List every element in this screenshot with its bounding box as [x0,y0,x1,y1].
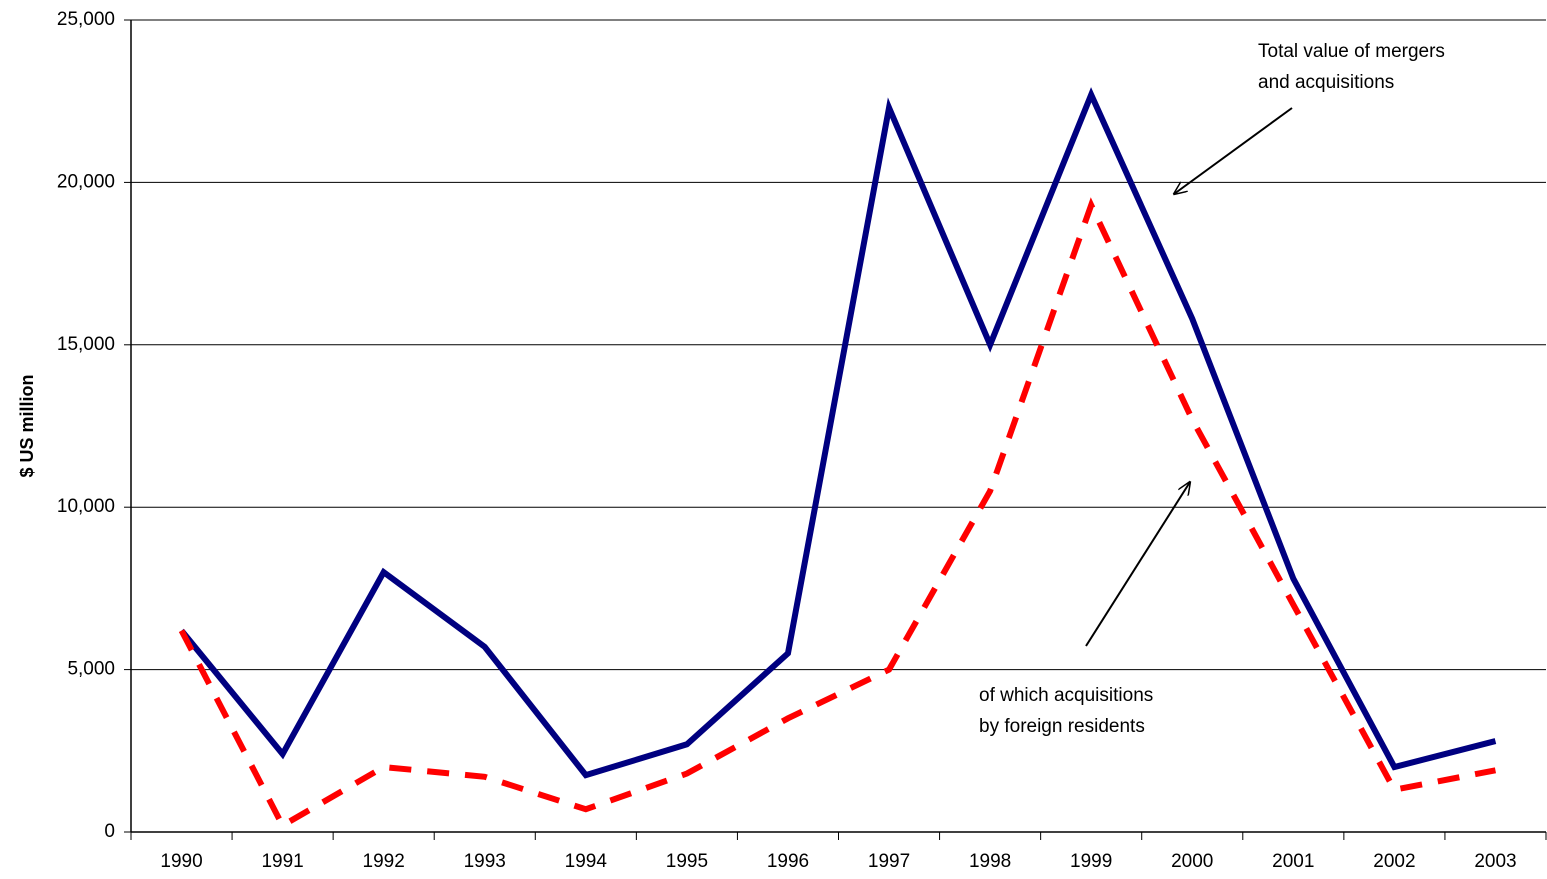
y-axis-title: $ US million [17,374,37,477]
y-tick-label: 25,000 [57,9,115,30]
x-tick-label: 2003 [1474,851,1516,872]
x-tick-label: 1991 [261,851,303,872]
y-tick-label: 20,000 [57,171,115,192]
annotation: of which acquisitions by foreign residen… [979,685,1159,737]
x-tick-label: 1994 [565,851,608,872]
x-tick-label: 2002 [1373,851,1415,872]
annotation-line: by foreign residents [979,716,1145,737]
annotation-line: Total value of mergers [1258,41,1445,62]
series-line [178,197,1497,830]
annotation-line: of which acquisitions [979,685,1153,706]
y-tick-label: 15,000 [57,334,115,355]
annotation-arrow [1085,482,1190,647]
annotation-line: and acquisitions [1258,72,1394,93]
x-tick-label: 1996 [767,851,809,872]
x-tick-label: 2000 [1171,851,1213,872]
y-tick-label: 0 [104,821,115,842]
y-tick-label: 10,000 [57,496,115,517]
annotation-arrow [1174,107,1293,194]
x-tick-label: 1992 [363,851,405,872]
x-tick-label: 1990 [160,851,202,872]
x-tick-label: 1993 [464,851,506,872]
y-tick-label: 5,000 [67,659,115,680]
x-tick-label: 2001 [1272,851,1314,872]
x-tick-label: 1995 [666,851,708,872]
x-tick-label: 1997 [868,851,910,872]
series-line [179,87,1497,779]
x-tick-label: 1999 [1070,851,1112,872]
annotation: Total value of mergers and acquisitions [1258,41,1450,93]
x-tick-label: 1998 [969,851,1011,872]
